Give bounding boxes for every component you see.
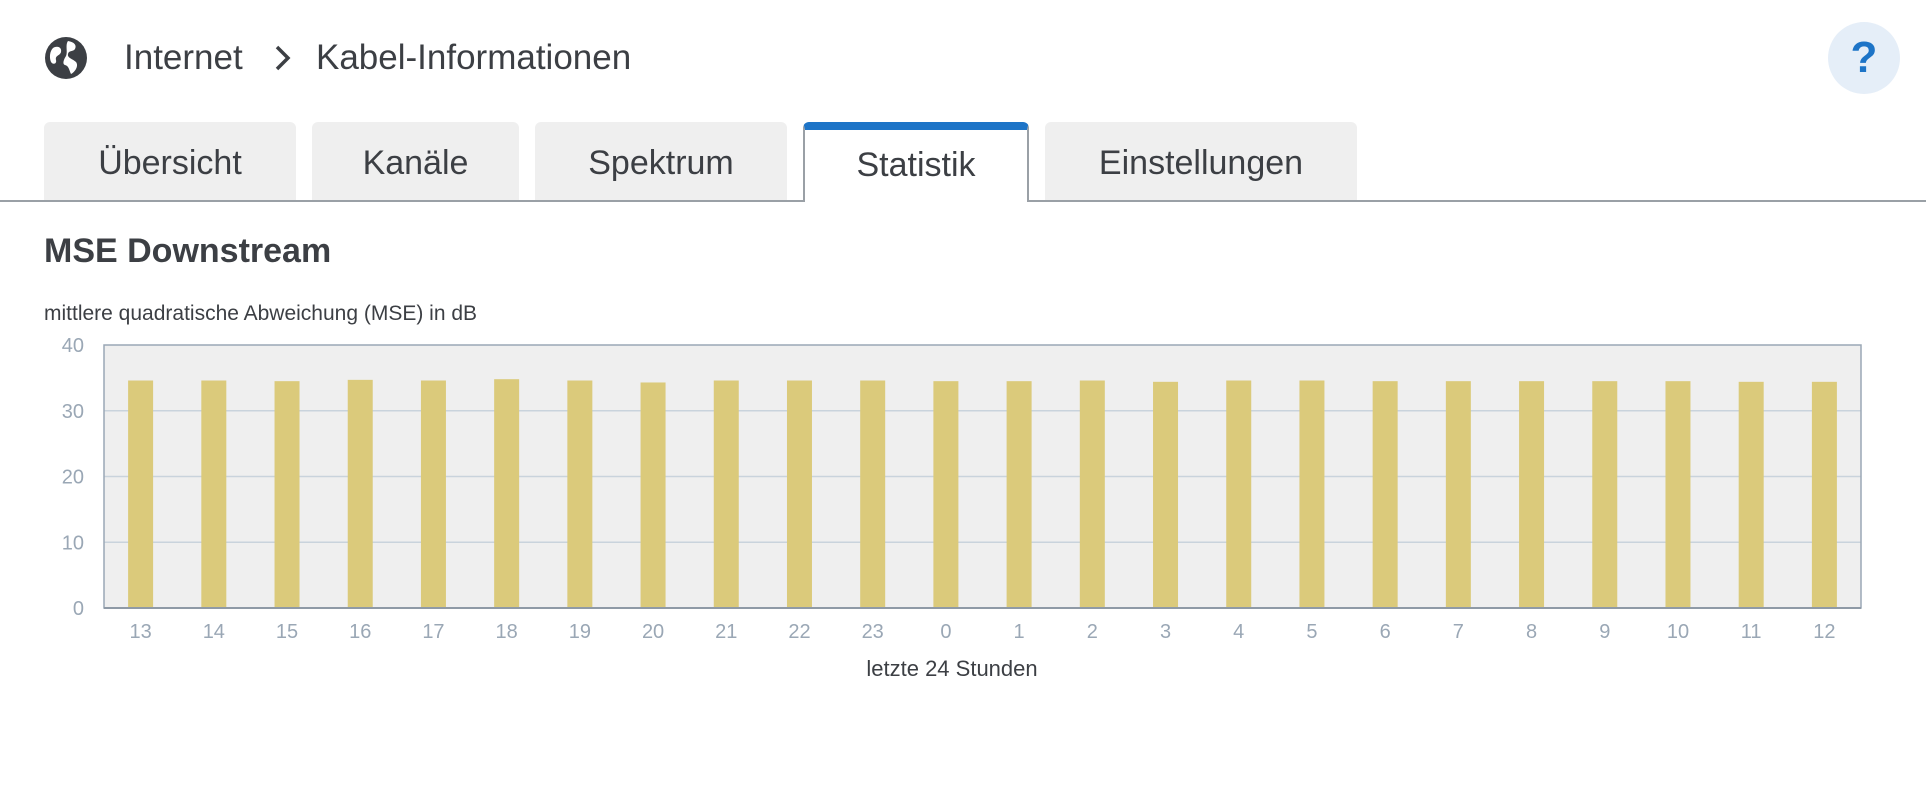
x-tick-label: 16 <box>349 621 371 643</box>
x-tick-label: 3 <box>1160 621 1171 643</box>
x-tick-label: 11 <box>1741 621 1762 643</box>
x-tick-label: 14 <box>203 621 225 643</box>
bar-1 <box>1006 381 1032 608</box>
tab-statistik[interactable]: Statistik <box>803 122 1029 202</box>
x-tick-label: 22 <box>788 621 810 643</box>
x-tick-label: 20 <box>642 621 664 643</box>
y-tick-label: 0 <box>73 598 84 620</box>
bar-5 <box>1299 380 1325 608</box>
x-tick-label: 2 <box>1087 621 1098 643</box>
bar-0 <box>933 381 959 608</box>
bar-21 <box>713 380 739 608</box>
header: Internet Kabel-Informationen ? <box>0 0 1926 110</box>
bar-3 <box>1153 381 1179 608</box>
tab-einstellungen[interactable]: Einstellungen <box>1045 122 1357 200</box>
help-button[interactable]: ? <box>1828 22 1900 94</box>
x-tick-label: 12 <box>1813 621 1835 643</box>
bar-15 <box>274 381 300 608</box>
x-tick-label: 7 <box>1453 621 1464 643</box>
x-tick-label: 10 <box>1667 621 1689 643</box>
tab-bar: Übersicht Kanäle Spektrum Statistik Eins… <box>0 122 1926 202</box>
x-tick-label: 9 <box>1599 621 1610 643</box>
x-tick-label: 18 <box>496 621 518 643</box>
tab-kanaele[interactable]: Kanäle <box>312 122 519 200</box>
bar-20 <box>640 382 666 608</box>
bar-8 <box>1519 381 1545 608</box>
bar-19 <box>567 380 593 608</box>
y-tick-label: 30 <box>62 401 84 423</box>
bar-4 <box>1226 380 1252 608</box>
bar-11 <box>1738 381 1764 608</box>
bar-17 <box>420 380 446 608</box>
bar-12 <box>1811 381 1837 608</box>
x-tick-label: 8 <box>1526 621 1537 643</box>
globe-icon <box>45 37 87 79</box>
bar-23 <box>860 380 886 608</box>
bar-13 <box>128 380 154 608</box>
x-tick-label: 5 <box>1306 621 1317 643</box>
x-tick-label: 17 <box>422 621 444 643</box>
bar-14 <box>201 380 227 608</box>
x-tick-label: 13 <box>129 621 151 643</box>
tab-spektrum[interactable]: Spektrum <box>535 122 787 200</box>
y-tick-label: 40 <box>62 335 84 357</box>
chevron-right-icon <box>275 45 291 71</box>
chart-y-axis-label: mittlere quadratische Abweichung (MSE) i… <box>44 302 478 325</box>
x-tick-label: 1 <box>1014 621 1025 643</box>
breadcrumb-internet[interactable]: Internet <box>124 38 243 77</box>
breadcrumb-kabel-informationen: Kabel-Informationen <box>316 38 632 77</box>
bar-18 <box>494 379 520 608</box>
x-tick-label: 23 <box>862 621 884 643</box>
x-tick-label: 19 <box>569 621 591 643</box>
bar-16 <box>347 379 373 608</box>
bar-7 <box>1445 381 1471 608</box>
chart-title: MSE Downstream <box>44 232 332 270</box>
x-tick-label: 4 <box>1233 621 1244 643</box>
bar-10 <box>1665 381 1691 608</box>
x-tick-label: 6 <box>1380 621 1391 643</box>
x-tick-label: 15 <box>276 621 298 643</box>
y-tick-label: 20 <box>62 467 84 489</box>
bar-6 <box>1372 381 1398 608</box>
x-tick-label: 21 <box>715 621 737 643</box>
bar-2 <box>1079 380 1105 608</box>
y-tick-label: 10 <box>62 532 84 554</box>
tab-uebersicht[interactable]: Übersicht <box>44 122 296 200</box>
bar-22 <box>786 380 812 608</box>
bar-9 <box>1592 381 1618 608</box>
x-tick-label: 0 <box>940 621 951 643</box>
chart-x-axis-label: letzte 24 Stunden <box>866 656 1038 681</box>
